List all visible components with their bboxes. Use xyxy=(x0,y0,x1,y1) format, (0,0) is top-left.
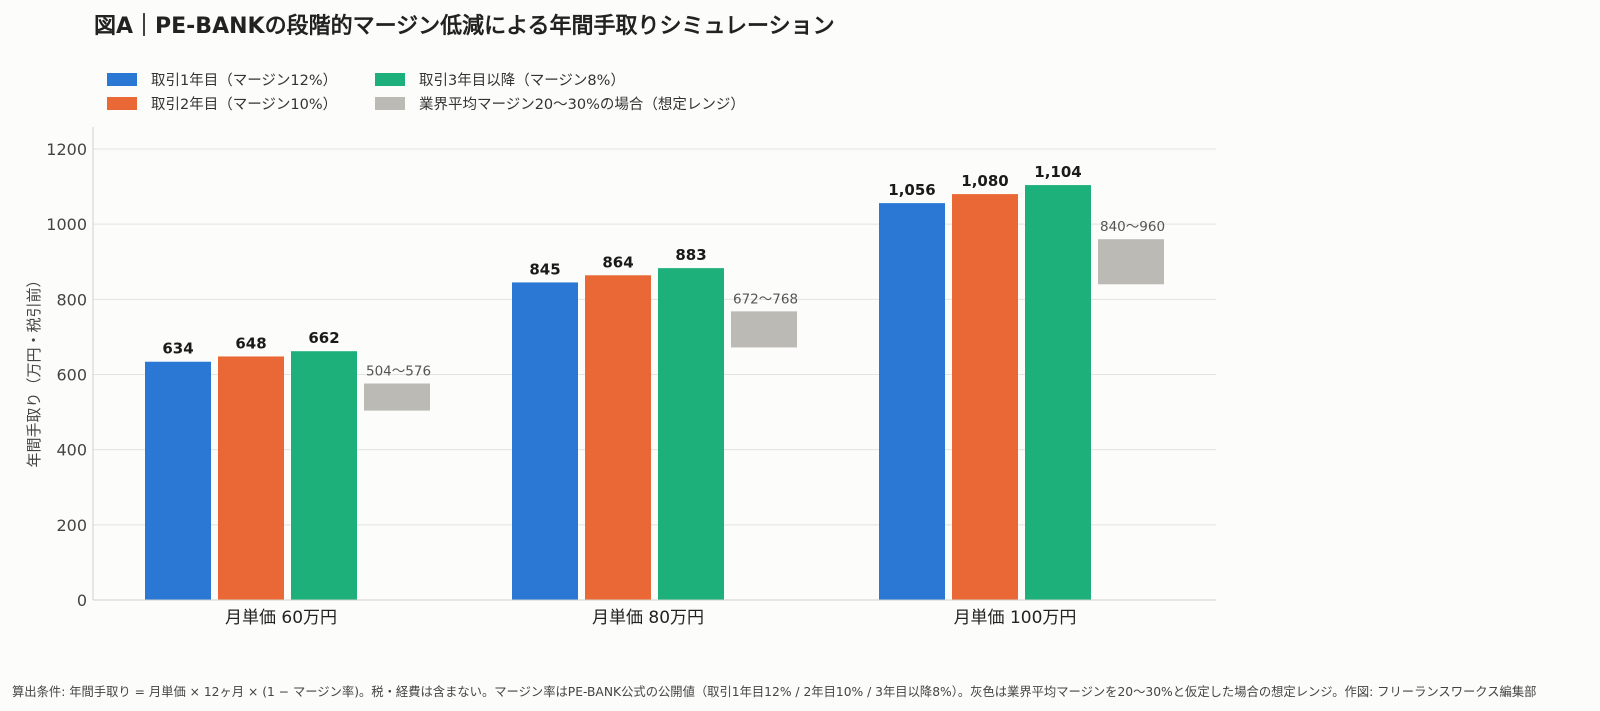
y-tick-label: 200 xyxy=(56,516,87,535)
bar-year1 xyxy=(512,282,578,600)
legend-swatch-range xyxy=(375,96,405,110)
y-tick-label: 600 xyxy=(56,366,87,385)
x-category-label: 月単価 60万円 xyxy=(225,608,337,628)
footnote: 算出条件: 年間手取り = 月単価 × 12ヶ月 × (1 − マージン率)。税… xyxy=(12,685,1537,699)
bar-year1 xyxy=(879,203,945,600)
range-box xyxy=(364,383,430,411)
bar-year2 xyxy=(218,356,284,600)
x-category-label: 月単価 80万円 xyxy=(592,608,704,628)
legend-item-year2: 取引2年目（マージン10%） xyxy=(107,93,375,113)
y-tick-label: 0 xyxy=(77,591,87,610)
legend-item-year1: 取引1年目（マージン12%） xyxy=(107,69,375,89)
range-box xyxy=(1098,239,1164,285)
y-tick-label: 800 xyxy=(56,290,87,309)
bar-year3 xyxy=(291,351,357,600)
bar-value-label: 1,056 xyxy=(888,181,935,199)
range-label: 672〜768 xyxy=(733,291,798,307)
bar-year3 xyxy=(658,268,724,600)
bar-value-label: 883 xyxy=(675,246,706,264)
legend-label-year3: 取引3年目以降（マージン8%） xyxy=(419,72,625,89)
y-tick-label: 1200 xyxy=(46,140,87,159)
legend-swatch-year1 xyxy=(107,72,137,86)
range-label: 840〜960 xyxy=(1100,219,1165,235)
y-tick-label: 400 xyxy=(56,441,87,460)
bar-value-label: 845 xyxy=(529,260,560,278)
bar-value-label: 634 xyxy=(162,340,193,358)
bar-year1 xyxy=(145,361,211,600)
bar-year2 xyxy=(952,194,1018,600)
y-tick-label: 1000 xyxy=(46,215,87,234)
bar-value-label: 648 xyxy=(235,334,266,352)
legend: 取引1年目（マージン12%） 取引3年目以降（マージン8%） 取引2年目（マージ… xyxy=(107,69,745,113)
chart-title: 図A｜PE-BANKの段階的マージン低減による年間手取りシミュレーション xyxy=(94,14,835,39)
legend-swatch-year3 xyxy=(375,72,405,86)
bar-value-label: 1,080 xyxy=(961,172,1008,190)
bar-value-label: 1,104 xyxy=(1034,163,1081,181)
legend-item-range: 業界平均マージン20〜30%の場合（想定レンジ） xyxy=(375,93,745,113)
legend-swatch-year2 xyxy=(107,96,137,110)
bar-year3 xyxy=(1025,185,1091,600)
range-label: 504〜576 xyxy=(366,364,431,380)
y-axis-label: 年間手取り（万円・税引前） xyxy=(25,272,43,467)
legend-item-year3: 取引3年目以降（マージン8%） xyxy=(375,69,745,89)
legend-label-year2: 取引2年目（マージン10%） xyxy=(151,96,338,113)
legend-label-year1: 取引1年目（マージン12%） xyxy=(151,72,338,89)
bar-year2 xyxy=(585,275,651,600)
legend-label-range: 業界平均マージン20〜30%の場合（想定レンジ） xyxy=(419,96,745,113)
x-category-label: 月単価 100万円 xyxy=(954,608,1077,628)
bar-value-label: 864 xyxy=(602,253,633,271)
bar-value-label: 662 xyxy=(308,329,339,347)
range-box xyxy=(731,311,797,348)
